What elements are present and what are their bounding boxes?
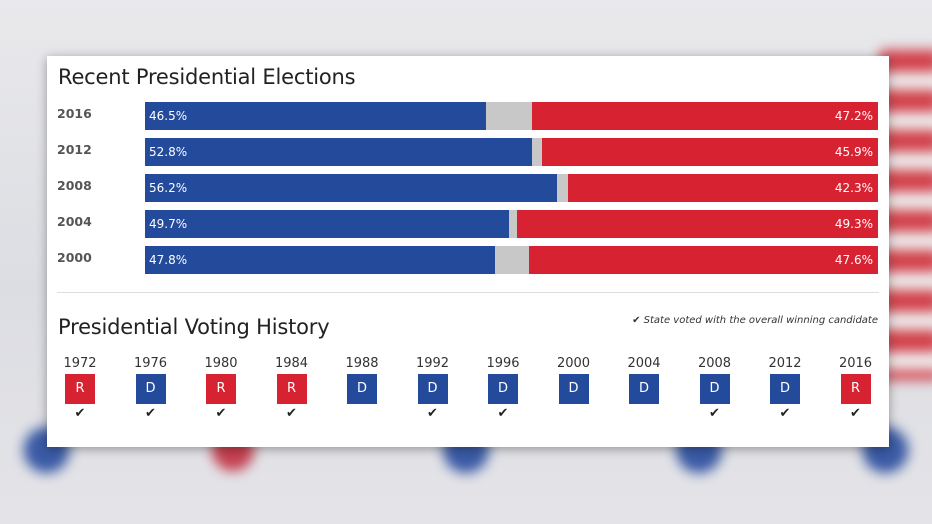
party-badge: R: [276, 374, 307, 404]
party-badge: D: [135, 374, 166, 404]
dem-bar: [145, 210, 510, 238]
history-item: 1988 D: [337, 356, 387, 424]
history-year: 1988: [345, 356, 379, 371]
history-item: 1992 D ✔: [408, 356, 458, 424]
dem-value-label: 47.8%: [149, 253, 188, 267]
check-icon: ✔: [779, 406, 791, 421]
result-bar: 49.7% 49.3%: [145, 210, 878, 238]
rep-bar: [541, 138, 878, 166]
history-item: 2012 D ✔: [760, 356, 810, 424]
history-year: 1992: [415, 356, 450, 371]
party-badge: R: [65, 374, 95, 404]
dem-value-label: 49.7%: [149, 217, 188, 231]
history-item: 1996 D ✔: [478, 356, 528, 424]
chart-title: Recent Presidential Elections: [58, 65, 356, 89]
history-item: 1980 R ✔: [196, 356, 246, 424]
year-label: 2016: [57, 106, 92, 121]
dem-bar: [145, 246, 496, 274]
check-icon: ✔: [145, 406, 156, 421]
winner-note: ✔ State voted with the overall winning c…: [632, 315, 878, 326]
rep-value-label: 47.6%: [834, 253, 873, 267]
rep-value-label: 45.9%: [834, 145, 873, 159]
elections-card: Recent Presidential Elections 2016 46.5%…: [47, 56, 889, 447]
dem-value-label: 46.5%: [149, 109, 188, 123]
dem-bar: [145, 138, 533, 166]
rep-bar: [532, 102, 878, 130]
history-year: 1972: [63, 356, 97, 371]
history-item: 1972 R ✔: [55, 356, 105, 424]
check-icon: [337, 406, 387, 424]
history-item: 2016 R ✔: [831, 356, 881, 424]
check-icon: [549, 406, 599, 424]
party-badge: D: [629, 374, 659, 404]
dem-value-label: 52.8%: [149, 145, 188, 159]
history-year: 1996: [486, 356, 520, 371]
dem-bar: [145, 102, 486, 130]
check-icon: ✔: [850, 406, 861, 421]
check-icon: ✔: [632, 315, 641, 326]
year-label: 2012: [57, 142, 92, 157]
history-year: 1984: [274, 356, 309, 371]
check-icon: ✔: [215, 406, 227, 421]
history-year: 2008: [697, 356, 732, 371]
history-title: Presidential Voting History: [58, 315, 330, 339]
divider: [57, 292, 879, 293]
party-badge: D: [347, 374, 377, 404]
result-bar: 47.8% 47.6%: [145, 246, 878, 274]
result-bar: 46.5% 47.2%: [145, 102, 878, 130]
party-badge: D: [417, 374, 448, 404]
history-year: 1976: [133, 356, 168, 371]
party-badge: D: [488, 374, 518, 404]
history-item: 1984 R ✔: [267, 356, 317, 424]
rep-bar: [567, 174, 878, 202]
rep-value-label: 49.3%: [834, 217, 873, 231]
check-icon: ✔: [74, 406, 86, 421]
rep-value-label: 47.2%: [834, 109, 873, 123]
rep-bar: [516, 210, 878, 238]
year-label: 2008: [57, 178, 92, 193]
result-bar: 56.2% 42.3%: [145, 174, 878, 202]
history-item: 2008 D ✔: [690, 356, 740, 424]
winner-note-text: State voted with the overall winning can…: [643, 315, 878, 326]
rep-bar: [529, 246, 878, 274]
result-bar: 52.8% 45.9%: [145, 138, 878, 166]
party-badge: D: [770, 374, 800, 404]
history-year: 2004: [627, 356, 661, 371]
rep-value-label: 42.3%: [834, 181, 873, 195]
party-badge: R: [206, 374, 236, 404]
history-year: 2012: [768, 356, 802, 371]
party-badge: D: [699, 374, 730, 404]
history-year: 1980: [204, 356, 238, 371]
check-icon: [619, 406, 669, 424]
dem-bar: [145, 174, 557, 202]
year-label: 2004: [57, 214, 92, 229]
check-icon: ✔: [497, 406, 509, 421]
history-year: 2000: [556, 356, 591, 371]
year-label: 2000: [57, 250, 92, 265]
history-item: 2000 D: [549, 356, 599, 424]
history-year: 2016: [838, 356, 873, 371]
history-item: 1976 D ✔: [126, 356, 176, 424]
dem-value-label: 56.2%: [149, 181, 188, 195]
check-icon: ✔: [709, 406, 720, 421]
history-item: 2004 D: [619, 356, 669, 424]
check-icon: ✔: [286, 406, 297, 421]
party-badge: D: [558, 374, 589, 404]
check-icon: ✔: [427, 406, 438, 421]
party-badge: R: [840, 374, 871, 404]
